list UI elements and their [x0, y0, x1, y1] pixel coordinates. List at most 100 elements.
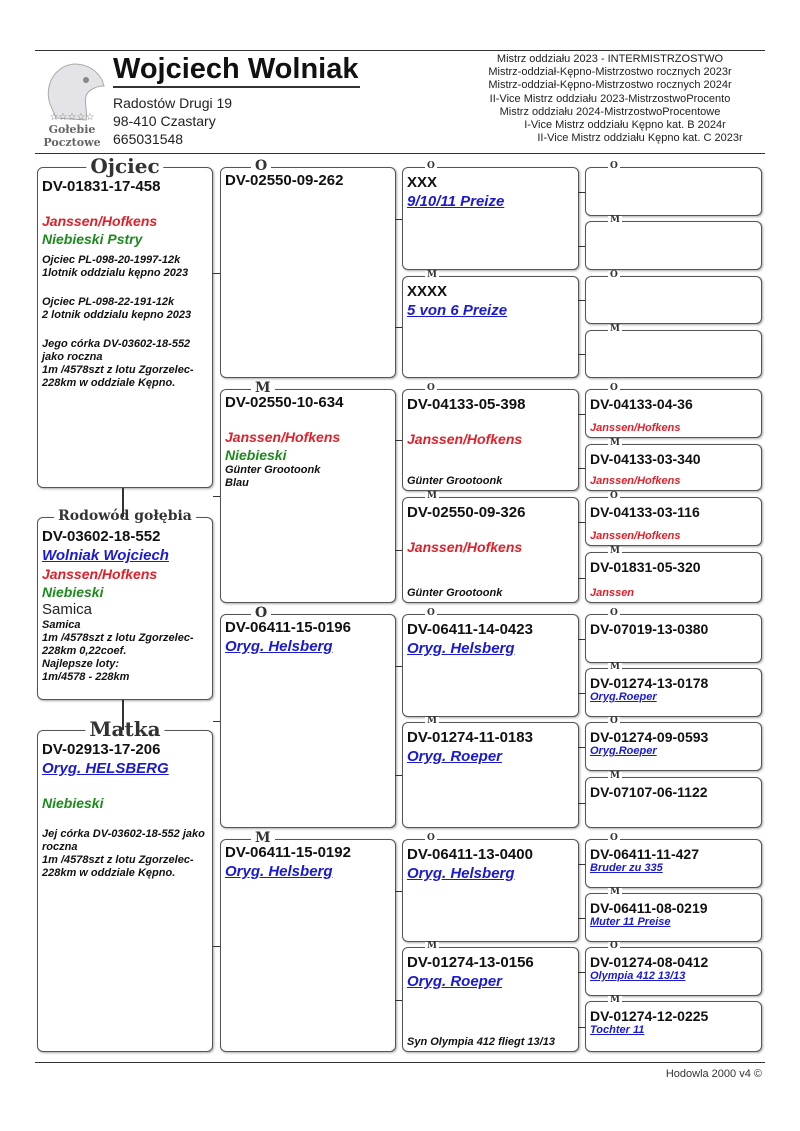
header-bottom-rule — [35, 153, 765, 154]
breeder-link[interactable]: Oryg.Roeper — [590, 691, 657, 703]
box-label: O — [608, 383, 620, 393]
subject-pigeon-box: Rodowód gołębia DV-03602-18-552 Wolniak Wo… — [37, 509, 213, 700]
ancestor-box: M XXXX 5 von 6 Preize — [402, 271, 579, 378]
ancestor-box: M DV-01274-11-0183 Oryg. Roeper — [402, 717, 579, 828]
ancestor-box: M DV-04133-03-340 Janssen/Hofkens — [585, 439, 762, 491]
title-line: Mistrz-oddział-Kępno-Mistrzostwo rocznyc… — [488, 79, 732, 92]
title-line: Mistrz-oddział-Kępno-Mistrzostwo rocznyc… — [488, 66, 732, 79]
connector-line — [213, 946, 220, 947]
box-label: M — [608, 771, 622, 781]
strain-name: Janssen/Hofkens — [42, 213, 158, 229]
connector-line — [578, 972, 585, 973]
ancestor-box: O DV-07019-13-0380 — [585, 609, 762, 663]
ring-number: DV-06411-14-0423 — [407, 621, 533, 638]
breeder-link[interactable]: Bruder zu 335 — [590, 862, 663, 874]
connector-line — [213, 721, 220, 722]
box-label: M — [608, 324, 622, 334]
ancestor-box: O DV-01274-09-0593 Oryg.Roeper — [585, 717, 762, 771]
strain-name: Janssen/Hofkens — [590, 530, 681, 542]
box-label: O — [251, 159, 272, 173]
color-name: Niebieski — [42, 584, 104, 600]
box-label: M — [251, 831, 275, 845]
ancestor-box: M DV-01274-12-0225 Tochter 11 — [585, 996, 762, 1052]
connector-line — [578, 639, 585, 640]
box-label: O — [425, 161, 437, 171]
ancestor-box: O DV-04133-04-36 Janssen/Hofkens — [585, 384, 762, 438]
breeder-link[interactable]: Oryg. Roeper — [407, 973, 503, 990]
ring-number: XXX — [407, 174, 438, 191]
breeder-link[interactable]: Oryg. Helsberg — [225, 638, 333, 655]
ring-number: DV-04133-05-398 — [407, 396, 526, 413]
connector-line — [122, 488, 124, 517]
connector-line — [122, 700, 124, 730]
title-line: I-Vice Mistrz oddziału Kępno kat. B 2024… — [524, 119, 726, 132]
box-label: Rodowód gołębia — [54, 509, 196, 523]
breeder-link[interactable]: Oryg. Roeper — [407, 748, 503, 765]
box-label: M — [425, 270, 439, 280]
owner-name: Wojciech Wolniak — [113, 52, 361, 88]
breeder-link[interactable]: Olympia 412 13/13 — [590, 970, 686, 982]
ancestor-box: O — [585, 162, 762, 216]
breeder-link[interactable]: Wolniak Wojciech — [42, 547, 169, 564]
logo-text-line2: Pocztowe — [43, 136, 100, 148]
ring-number: DV-01831-17-458 — [42, 178, 161, 195]
ancestor-box: O DV-06411-13-0400 Oryg. Helsberg — [402, 834, 579, 942]
sire-box: Ojciec DV-01831-17-458 Janssen/Hofkens Nieb… — [37, 156, 213, 488]
strain-name: Janssen/Hofkens — [590, 475, 681, 487]
note-text: Samica 1m /4578szt z lotu Zgorzelec-228k… — [42, 619, 194, 683]
breeder-link[interactable]: 5 von 6 Preize — [407, 302, 508, 319]
ancestor-box: M DV-06411-08-0219 Muter 11 Preise — [585, 888, 762, 942]
connector-line — [578, 522, 585, 523]
breeder-link[interactable]: Oryg. HELSBERG — [42, 760, 169, 777]
ring-number: DV-04133-03-116 — [590, 504, 700, 520]
sex-label: Samica — [42, 601, 93, 618]
color-name: Niebieski — [225, 447, 287, 463]
breeder-link[interactable]: Oryg. Helsberg — [407, 640, 515, 657]
connector-line — [578, 246, 585, 247]
connector-line — [395, 775, 402, 776]
connector-line — [395, 327, 402, 328]
breeder-link[interactable]: Oryg. Helsberg — [407, 865, 515, 882]
breeder-link[interactable]: Oryg. Helsberg — [225, 863, 333, 880]
box-label: O — [425, 833, 437, 843]
connector-line — [395, 891, 402, 892]
title-line: II-Vice Mistrz oddziału Kępno kat. C 202… — [537, 132, 743, 145]
box-label: M — [608, 546, 622, 556]
strain-name: Janssen/Hofkens — [590, 422, 681, 434]
ancestor-box: O DV-06411-15-0196 Oryg. Helsberg — [220, 606, 396, 828]
note-text: Jej córka DV-03602-18-552 jako roczna 1m… — [42, 828, 205, 879]
breeder-link[interactable]: Tochter 11 — [590, 1024, 645, 1036]
connector-line — [578, 578, 585, 579]
ancestor-box: M DV-06411-15-0192 Oryg. Helsberg — [220, 831, 396, 1052]
ancestor-box: M — [585, 325, 762, 378]
breeder-link[interactable]: Oryg.Roeper — [590, 745, 657, 757]
ancestor-box: O DV-04133-05-398 Janssen/Hofkens Günter Gr… — [402, 384, 579, 491]
breeder-link[interactable]: 9/10/11 Preize — [407, 193, 505, 210]
box-label: M — [608, 995, 622, 1005]
ancestor-box: M DV-01274-13-0178 Oryg.Roeper — [585, 663, 762, 717]
address-street: Radostów Drugi 19 — [113, 95, 233, 111]
breeder-link[interactable]: Muter 11 Preise — [590, 916, 671, 928]
connector-line — [578, 1027, 585, 1028]
connector-line — [395, 219, 402, 220]
ring-number: DV-03602-18-552 — [42, 528, 161, 545]
ring-number: DV-07019-13-0380 — [590, 621, 709, 637]
phone-number: 665031548 — [113, 131, 184, 147]
ring-number: DV-01274-13-0178 — [590, 675, 709, 691]
connector-line — [395, 440, 402, 441]
connector-line — [578, 918, 585, 919]
ancestor-box: O DV-06411-11-427 Bruder zu 335 — [585, 834, 762, 888]
ring-number: DV-06411-11-427 — [590, 846, 699, 862]
header-top-rule — [35, 50, 765, 51]
ring-number: DV-01831-05-320 — [590, 559, 701, 575]
box-label: M — [608, 215, 622, 225]
ring-number: DV-02550-10-634 — [225, 394, 344, 411]
strain-name: Janssen/Hofkens — [407, 539, 523, 555]
connector-line — [395, 666, 402, 667]
title-line: Mistrz oddziału 2023 - INTERMISTRZOSTWO — [496, 53, 724, 65]
note-text: Ojciec PL-098-20-1997-12k 1lotnik oddzia… — [42, 254, 189, 279]
ring-number: DV-06411-15-0196 — [225, 619, 351, 636]
logo-stars: ☆☆☆☆☆ — [50, 112, 95, 123]
ancestor-box: O DV-04133-03-116 Janssen/Hofkens — [585, 492, 762, 546]
footer-rule — [35, 1062, 765, 1063]
